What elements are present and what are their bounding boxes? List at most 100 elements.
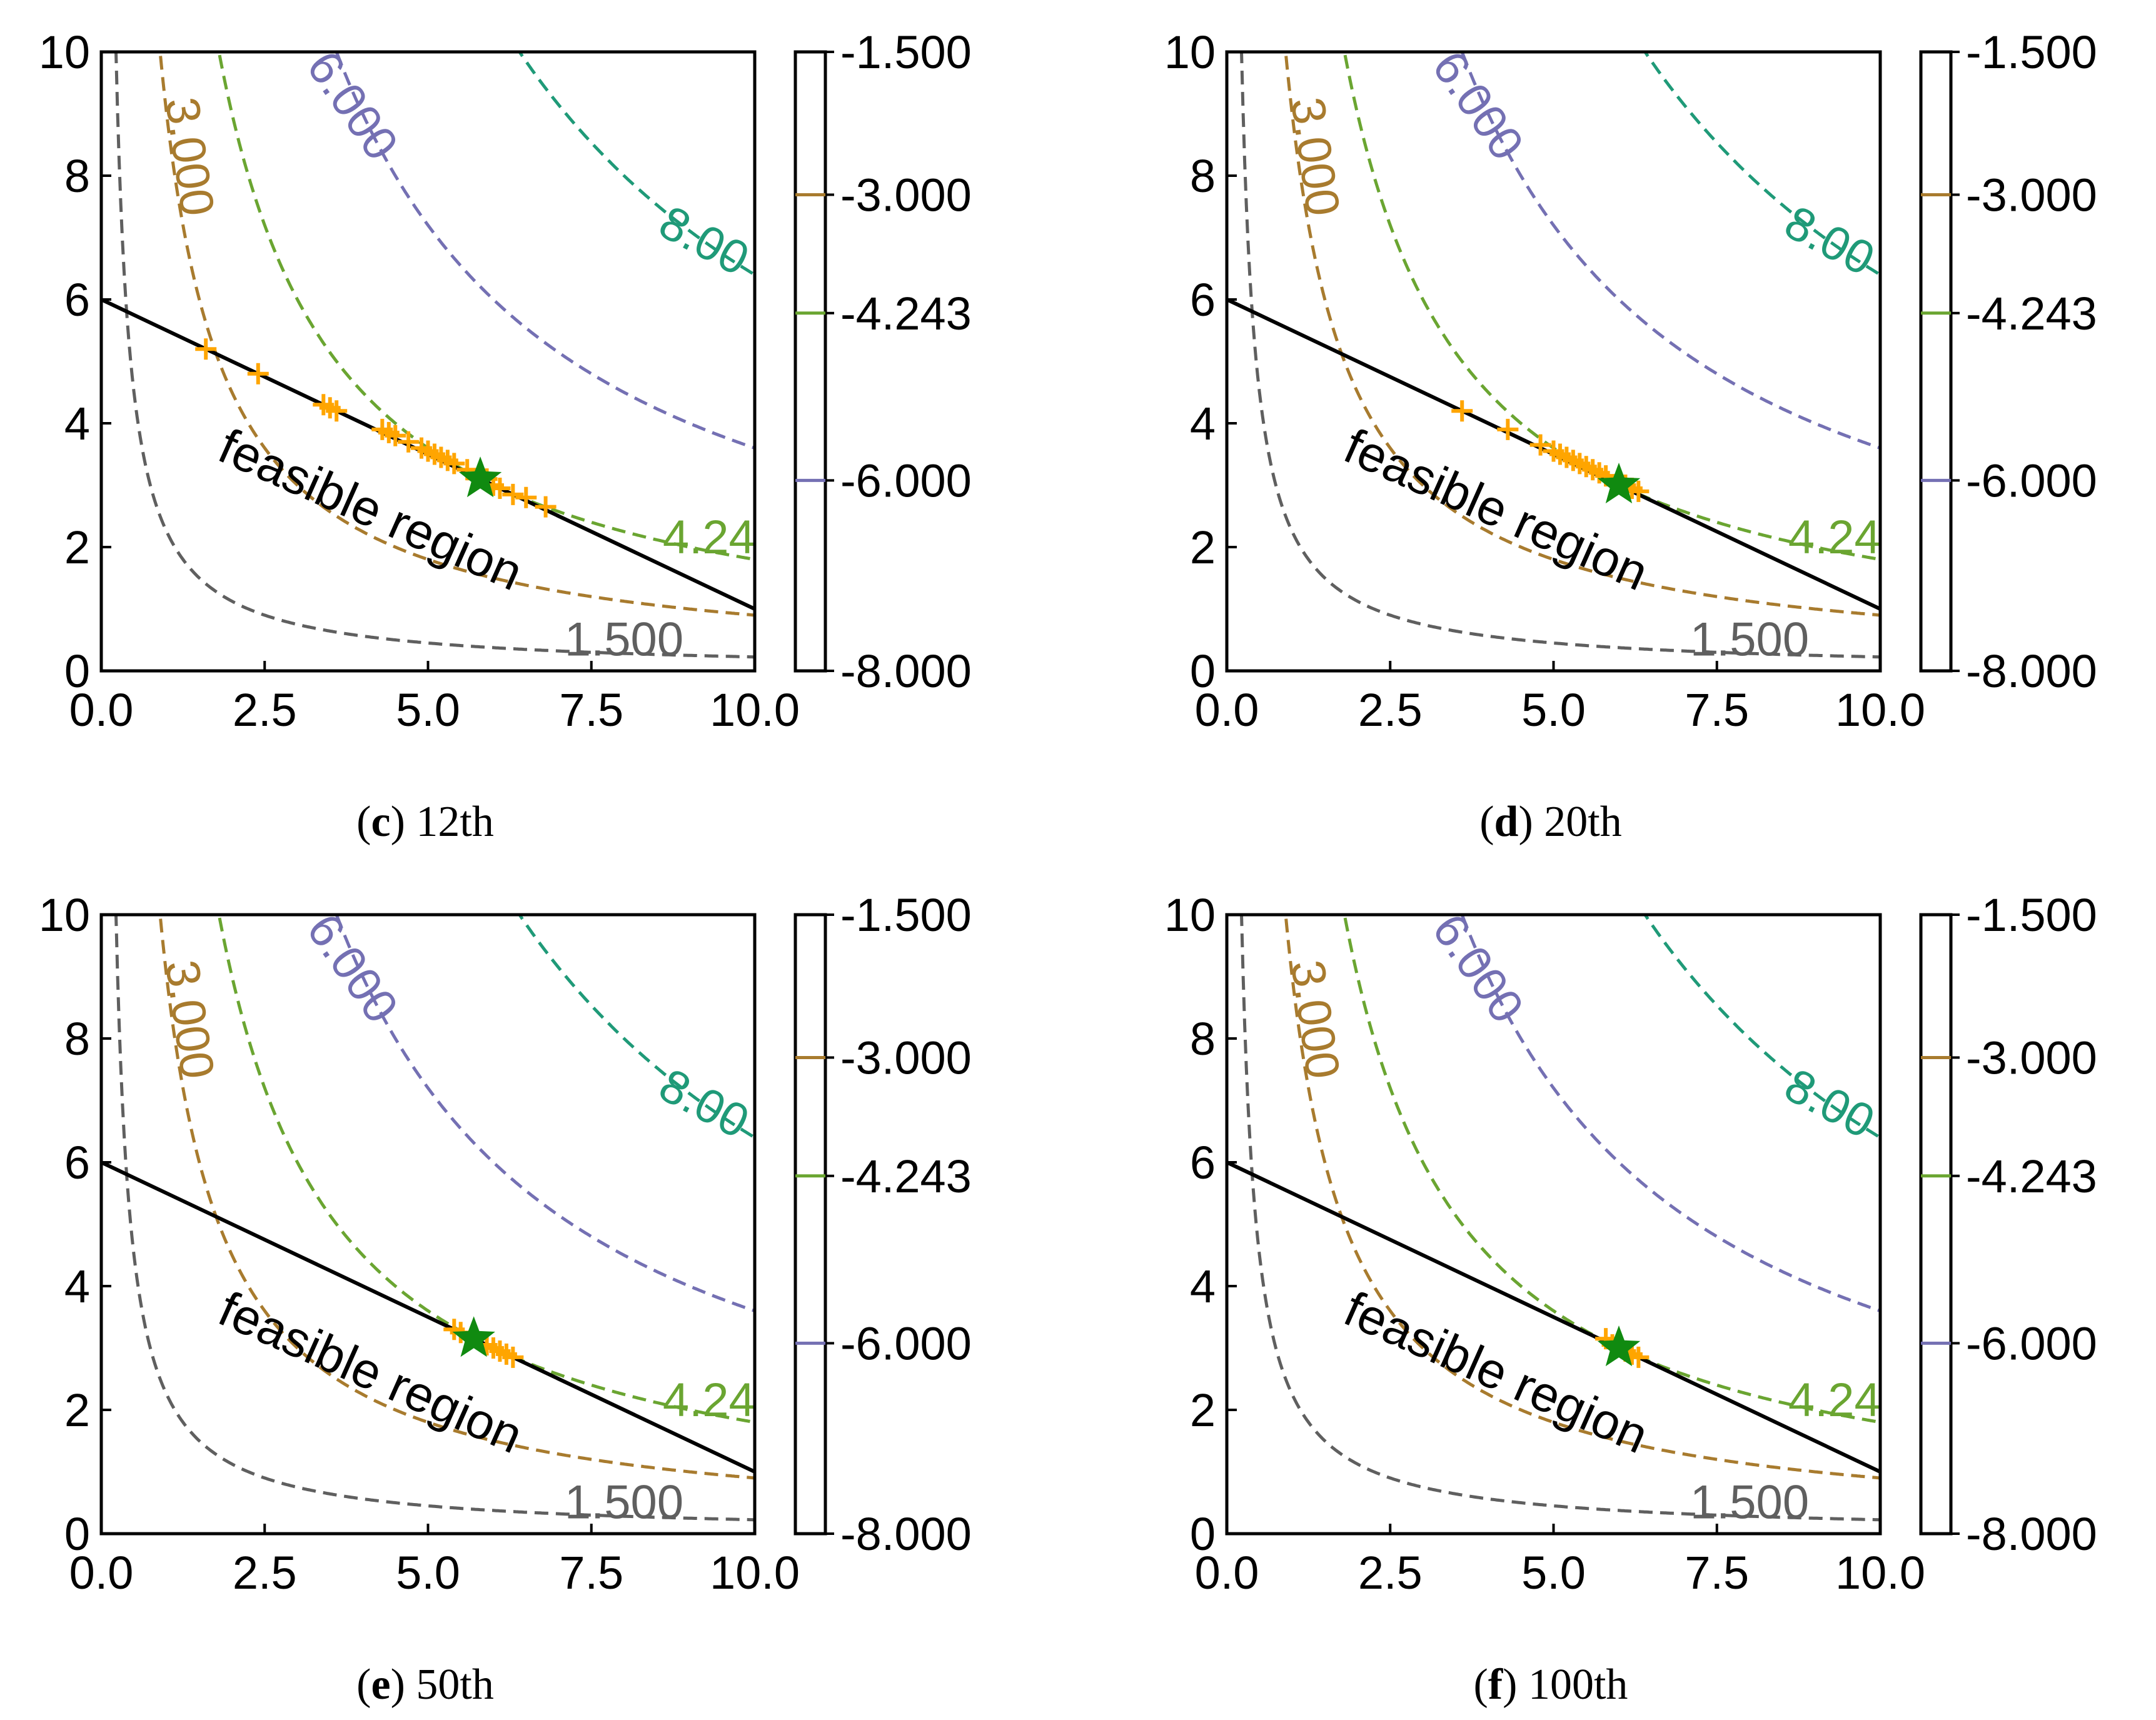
x-tick-label: 5.0 — [396, 1547, 460, 1599]
colorbar-tick-label: -3.000 — [1966, 169, 2097, 221]
caption-letter: d — [1494, 798, 1519, 846]
contour-label-4.24: 4.24 — [1788, 1374, 1881, 1427]
sample-marker-8 — [398, 431, 420, 453]
colorbar-tick-label: -4.243 — [840, 1150, 972, 1202]
caption-d: (d) 20th — [1479, 798, 1622, 846]
colorbar-tick-label: -6.000 — [1966, 455, 2097, 506]
caption-text: ) 50th — [390, 1661, 494, 1709]
colorbar-tick-label: -8.000 — [1966, 1508, 2097, 1560]
x-tick-label: 7.5 — [559, 684, 623, 736]
sample-marker-1 — [1497, 418, 1519, 440]
y-tick-label: 6 — [1190, 274, 1216, 326]
colorbar-tick-label: -1.500 — [840, 26, 972, 78]
contour-label-3.000: 3.000 — [155, 957, 224, 1082]
y-tick-label: 0 — [64, 645, 90, 697]
x-tick-label: 7.5 — [559, 1547, 623, 1599]
y-tick-label: 6 — [1190, 1137, 1216, 1189]
best-point-star — [458, 456, 502, 498]
caption-text: ) 100th — [1503, 1661, 1628, 1709]
constraint-line — [1226, 1160, 1881, 1474]
contour-label-3.000: 3.000 — [1281, 957, 1350, 1082]
x-tick-label: 5.0 — [1521, 1547, 1586, 1599]
sample-marker-1 — [247, 363, 269, 385]
x-tick-label: 0.0 — [1195, 1547, 1259, 1599]
contour-label-8.00: 8.00 — [1776, 196, 1883, 286]
sample-marker-20 — [515, 486, 537, 508]
colorbar: -1.500 -3.000 -4.243 -6.000 -8.000 — [1919, 26, 2097, 697]
caption-text: ) 12th — [390, 798, 494, 846]
sample-marker-19 — [502, 483, 524, 505]
y-tick-label: 0 — [1190, 1508, 1216, 1560]
y-tick-label: 4 — [64, 1260, 90, 1312]
contour-8.00 — [1643, 915, 1880, 1139]
colorbar: -1.500 -3.000 -4.243 -6.000 -8.000 — [793, 26, 972, 697]
contour-6.000 — [335, 915, 755, 1312]
contour-3.000 — [1284, 52, 1880, 617]
contour-8.00 — [1643, 52, 1880, 276]
feasible-region-label: feasible region — [1336, 418, 1656, 601]
y-tick-label: 8 — [64, 150, 90, 202]
sample-marker-14 — [1628, 480, 1650, 502]
sample-marker-0 — [195, 338, 217, 360]
sample-marker-14 — [443, 453, 465, 475]
panel-e: 1.500 3.000 4.24 6.000 8.00 feasible region 0.… — [39, 889, 972, 1599]
contour-label-8.00: 8.00 — [1776, 1059, 1883, 1149]
x-tick-label: 7.5 — [1685, 1547, 1749, 1599]
sample-marker-2 — [1529, 434, 1551, 456]
contour-6.000 — [1460, 52, 1880, 450]
caption-letter: f — [1488, 1661, 1503, 1709]
contour-label-6.000: 6.000 — [296, 905, 408, 1033]
feasible-region-label: feasible region — [211, 418, 531, 601]
sample-marker-21 — [535, 496, 557, 518]
colorbar-frame — [793, 50, 827, 673]
colorbar-tick-label: -4.243 — [1966, 1150, 2097, 1202]
contour-6.000 — [335, 52, 755, 450]
feasible-region-label: feasible region — [1336, 1280, 1656, 1464]
colorbar-tick-label: -6.000 — [1966, 1317, 2097, 1369]
colorbar: -1.500 -3.000 -4.243 -6.000 -8.000 — [793, 889, 972, 1560]
sample-marker-4 — [326, 400, 348, 422]
contour-label-3.000: 3.000 — [155, 94, 224, 219]
x-tick-label: 0.0 — [1195, 684, 1259, 736]
contour-6.000 — [1460, 915, 1880, 1312]
colorbar-tick-label: -3.000 — [840, 169, 972, 221]
x-tick-label: 2.5 — [1358, 684, 1423, 736]
contour-label-4.24: 4.24 — [663, 511, 755, 564]
x-tick-label: 2.5 — [233, 1547, 297, 1599]
caption-e: (e) 50th — [356, 1661, 494, 1709]
caption-letter: c — [371, 798, 391, 846]
y-tick-label: 6 — [64, 1137, 90, 1189]
contour-label-6.000: 6.000 — [296, 42, 408, 170]
best-point-star — [1597, 1325, 1641, 1367]
colorbar-tick-label: -1.500 — [1966, 889, 2097, 941]
x-tick-label: 0.0 — [69, 684, 134, 736]
contour-label-6.000: 6.000 — [1422, 42, 1534, 170]
caption-text: ) 20th — [1518, 798, 1622, 846]
y-tick-label: 2 — [1190, 1384, 1216, 1436]
panel-d: 1.500 3.000 4.24 6.000 8.00 feasible region 0.… — [1164, 26, 2097, 736]
colorbar-tick-label: -3.000 — [840, 1032, 972, 1084]
contour-label-8.00: 8.00 — [651, 196, 758, 286]
x-tick-label: 2.5 — [233, 684, 297, 736]
contour-3.000 — [1284, 915, 1880, 1480]
sample-marker-6 — [502, 1346, 524, 1368]
feasible-region-label: feasible region — [211, 1280, 531, 1464]
y-tick-label: 10 — [1164, 889, 1216, 941]
contour-3.000 — [158, 915, 755, 1480]
contour-label-4.24: 4.24 — [663, 1374, 755, 1427]
y-tick-label: 8 — [64, 1013, 90, 1065]
y-tick-label: 0 — [64, 1508, 90, 1560]
colorbar-tick-label: -3.000 — [1966, 1032, 2097, 1084]
y-tick-label: 6 — [64, 274, 90, 326]
contour-1.500 — [114, 52, 755, 659]
sample-marker-4 — [1628, 1346, 1650, 1368]
colorbar-frame — [793, 913, 827, 1536]
x-tick-label: 5.0 — [1521, 684, 1586, 736]
contour-label-1.500: 1.500 — [1690, 613, 1809, 666]
x-tick-label: 0.0 — [69, 1547, 134, 1599]
y-tick-label: 2 — [64, 1384, 90, 1436]
sample-marker-18 — [489, 477, 511, 499]
contour-label-1.500: 1.500 — [1690, 1476, 1809, 1529]
colorbar-tick-label: -8.000 — [840, 1508, 972, 1560]
